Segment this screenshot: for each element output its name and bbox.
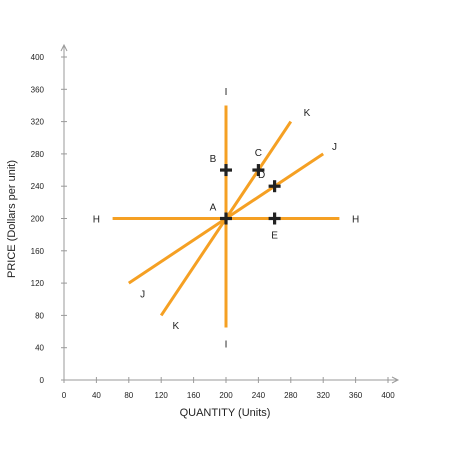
curve-label-h: H — [93, 215, 100, 226]
y-tick-label: 0 — [40, 376, 45, 385]
y-tick-label: 240 — [31, 182, 45, 191]
point-marker-v — [224, 212, 228, 225]
point-label-e: E — [271, 231, 278, 242]
point-marker-v — [273, 212, 277, 225]
x-tick-label: 200 — [219, 391, 233, 400]
curve-label-k: K — [172, 321, 179, 332]
y-axis-arrow — [60, 43, 68, 52]
y-tick-label: 400 — [31, 53, 45, 62]
x-tick-label: 80 — [124, 391, 133, 400]
x-tick-label: 40 — [92, 391, 101, 400]
x-axis-arrow — [391, 376, 400, 384]
point-label-b: B — [210, 154, 217, 165]
curve-label-j: J — [332, 142, 337, 153]
y-tick-label: 120 — [31, 279, 45, 288]
x-tick-label: 320 — [317, 391, 331, 400]
curve-label-k: K — [304, 108, 311, 119]
x-tick-label: 120 — [155, 391, 169, 400]
point-marker-v — [273, 180, 277, 193]
axes: 0 40 80 120 160 200 240 280 320 360 400 0 40 80 120 160… — [31, 43, 400, 400]
x-axis-title: QUANTITY (Units) — [180, 407, 271, 419]
x-tick-label: 160 — [187, 391, 201, 400]
curve-label-i: I — [225, 87, 228, 98]
y-axis-title: PRICE (Dollars per unit) — [6, 160, 18, 278]
x-tick-label: 280 — [284, 391, 298, 400]
curve-label-j: J — [140, 290, 145, 301]
point-a — [220, 212, 232, 225]
point-label-c: C — [255, 148, 262, 159]
y-tick-label: 360 — [31, 85, 45, 94]
point-label-a: A — [210, 203, 217, 214]
x-tick-label: 360 — [349, 391, 363, 400]
x-tick-label: 0 — [62, 391, 67, 400]
point-e — [268, 212, 281, 225]
x-tick-label: 240 — [252, 391, 266, 400]
point-marker-v — [256, 164, 260, 177]
y-tick-label: 200 — [31, 215, 45, 224]
y-tick-label: 40 — [35, 344, 44, 353]
point-d — [268, 180, 281, 193]
x-tick-label: 400 — [381, 391, 395, 400]
point-marker-v — [224, 164, 228, 177]
curve-label-h: H — [352, 215, 359, 226]
point-b — [220, 164, 232, 177]
point-c — [252, 164, 265, 177]
point-label-d: D — [258, 170, 265, 181]
y-tick-label: 160 — [31, 247, 45, 256]
labels: H H I I J J K K A B CD E — [93, 87, 359, 351]
points — [220, 164, 281, 225]
y-tick-label: 320 — [31, 118, 45, 127]
y-tick-label: 280 — [31, 150, 45, 159]
curve-label-i: I — [225, 340, 228, 351]
y-tick-label: 80 — [35, 311, 44, 320]
